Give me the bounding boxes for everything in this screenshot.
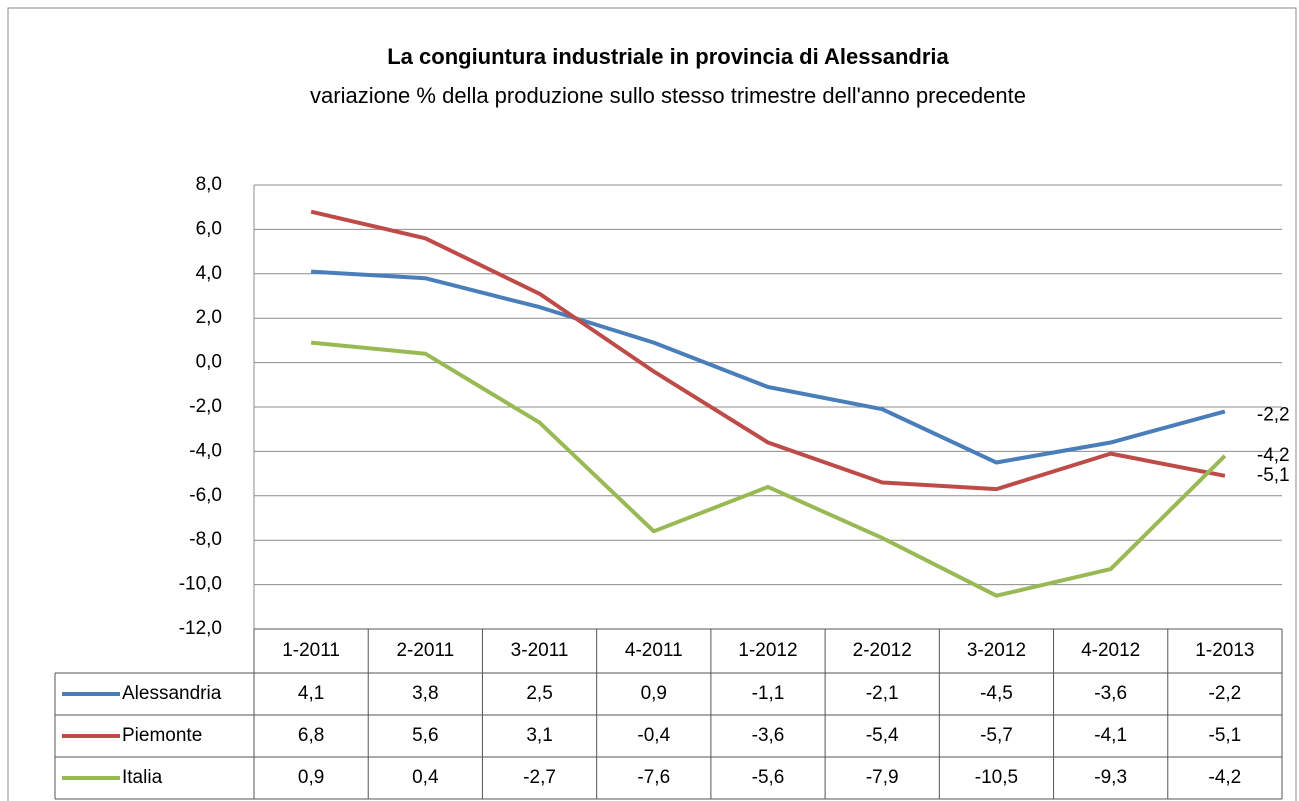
table-cell: 2,5 <box>526 683 552 704</box>
table-cell: -10,5 <box>975 767 1018 788</box>
y-tick-label: -6,0 <box>189 485 222 506</box>
y-tick-label: 6,0 <box>196 218 222 239</box>
x-tick-label: 3-2011 <box>511 640 569 661</box>
legend-label: Alessandria <box>122 683 222 704</box>
table-cell: -7,9 <box>866 767 899 788</box>
x-tick-label: 4-2012 <box>1081 640 1140 661</box>
y-tick-label: 8,0 <box>196 174 222 195</box>
x-tick-label: 4-2011 <box>625 640 683 661</box>
legend-label: Piemonte <box>122 725 202 746</box>
table-cell: -3,6 <box>1094 683 1127 704</box>
end-label: -5,1 <box>1257 465 1290 486</box>
table-cell: -4,2 <box>1209 767 1242 788</box>
chart-title: La congiuntura industriale in provincia … <box>387 44 949 69</box>
table-cell: 6,8 <box>298 725 324 746</box>
table-cell: 0,9 <box>298 767 324 788</box>
table-cell: -5,7 <box>980 725 1013 746</box>
table-cell: -3,6 <box>752 725 785 746</box>
x-tick-label: 1-2012 <box>738 640 797 661</box>
table-cell: -4,1 <box>1094 725 1127 746</box>
x-tick-label: 2-2011 <box>396 640 454 661</box>
series-line <box>310 340 1227 598</box>
series-line <box>310 209 1226 492</box>
y-tick-label: -12,0 <box>179 618 222 639</box>
table-cell: -5,4 <box>866 725 899 746</box>
table-cell: 3,8 <box>412 683 438 704</box>
table-cell: -2,1 <box>866 683 899 704</box>
y-tick-label: -8,0 <box>189 529 222 550</box>
table-cell: 3,1 <box>526 725 552 746</box>
x-tick-label: 2-2012 <box>853 640 912 661</box>
end-label: -4,2 <box>1257 445 1290 466</box>
table-cell: -7,6 <box>637 767 670 788</box>
table-cell: 0,4 <box>412 767 439 788</box>
table-cell: -4,5 <box>980 683 1013 704</box>
end-label: -2,2 <box>1257 404 1290 425</box>
table-cell: -1,1 <box>752 683 785 704</box>
series-line <box>310 269 1226 465</box>
table-cell: -5,6 <box>752 767 785 788</box>
table-cell: -5,1 <box>1209 725 1242 746</box>
table-cell: 4,1 <box>298 683 324 704</box>
x-tick-label: 1-2011 <box>282 640 340 661</box>
chart-frame <box>7 7 1297 801</box>
y-tick-label: 2,0 <box>196 307 222 328</box>
x-tick-label: 1-2013 <box>1195 640 1254 661</box>
y-tick-label: -10,0 <box>179 574 222 595</box>
table-cell: -0,4 <box>637 725 670 746</box>
legend-label: Italia <box>122 767 163 788</box>
y-tick-label: 4,0 <box>196 263 222 284</box>
table-cell: -2,2 <box>1209 683 1242 704</box>
table-cell: 5,6 <box>412 725 438 746</box>
x-tick-label: 3-2012 <box>967 640 1026 661</box>
table-cell: -9,3 <box>1094 767 1127 788</box>
y-tick-label: -2,0 <box>189 396 222 417</box>
y-tick-label: -4,0 <box>189 440 222 461</box>
chart-subtitle: variazione % della produzione sullo stes… <box>310 83 1026 108</box>
y-tick-label: 0,0 <box>196 352 222 373</box>
table-cell: 0,9 <box>641 683 667 704</box>
table-cell: -2,7 <box>523 767 556 788</box>
